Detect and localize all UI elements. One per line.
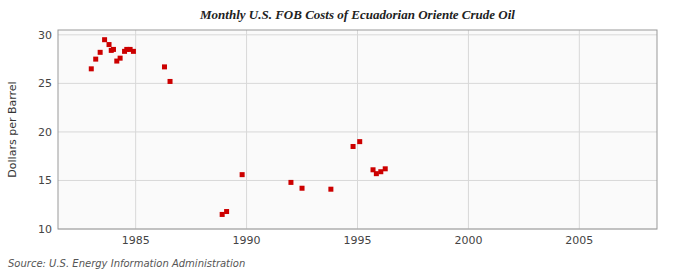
point xyxy=(288,180,293,185)
plot-frame xyxy=(58,30,657,229)
tick-label: 20 xyxy=(38,126,52,139)
point xyxy=(102,37,107,42)
chart: 10 15 20 25 30 1985 1990 1995 2000 2005 Monthly U.… xyxy=(0,0,675,275)
tick-label: 15 xyxy=(38,174,52,187)
point xyxy=(162,64,167,69)
tick-label: 2005 xyxy=(565,234,593,247)
tick-label: 10 xyxy=(38,223,52,236)
plot-area xyxy=(58,30,657,229)
point xyxy=(111,47,116,52)
point xyxy=(328,187,333,192)
point xyxy=(131,49,136,54)
point xyxy=(89,66,94,71)
point xyxy=(224,209,229,214)
point xyxy=(118,56,123,61)
point xyxy=(351,144,356,149)
point xyxy=(383,166,388,171)
tick-label: 25 xyxy=(38,77,52,90)
tick-label: 2000 xyxy=(454,234,482,247)
point xyxy=(93,57,98,62)
annotation: Source: U.S. Energy Information Administ… xyxy=(8,258,245,269)
point xyxy=(240,172,245,177)
point xyxy=(98,50,103,55)
tick-label: 30 xyxy=(38,29,52,42)
grid-line xyxy=(579,30,580,229)
grid-line xyxy=(135,30,136,229)
title: Monthly U.S. FOB Costs of Ecuadorian Ori… xyxy=(199,7,515,22)
point xyxy=(220,212,225,217)
tick-label: 1985 xyxy=(122,234,150,247)
point xyxy=(357,139,362,144)
tick-label: 1990 xyxy=(233,234,261,247)
point xyxy=(374,171,379,176)
axis-label: Dollars per Barrel xyxy=(6,81,19,177)
grid-line xyxy=(468,30,469,229)
points xyxy=(89,37,388,217)
grid-line xyxy=(246,30,247,229)
point xyxy=(107,42,112,47)
tick-label: 1995 xyxy=(344,234,372,247)
point xyxy=(378,169,383,174)
point xyxy=(300,186,305,191)
point xyxy=(168,79,173,84)
grid-line xyxy=(357,30,358,229)
